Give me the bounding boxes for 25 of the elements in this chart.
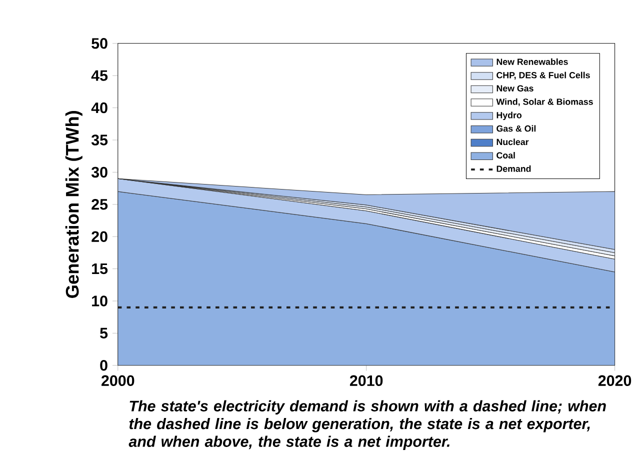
y-tick-label: 0 xyxy=(100,360,108,371)
y-tick-label: 25 xyxy=(92,198,108,210)
y-tick-label: 35 xyxy=(91,134,108,146)
legend-label: Nuclear xyxy=(496,138,529,145)
x-tick-label: 2020 xyxy=(598,375,632,386)
legend-label: Coal xyxy=(496,152,515,158)
legend-label: Wind, Solar & Biomass xyxy=(496,98,593,106)
y-tick-label: 15 xyxy=(92,263,108,274)
y-axis-title: Generation Mix (TWh) xyxy=(65,110,82,298)
y-tick-label: 10 xyxy=(92,296,108,306)
y-tick-label: 45 xyxy=(91,70,108,81)
legend-label: New Gas xyxy=(496,85,534,92)
legend-label: Gas & Oil xyxy=(496,125,536,132)
text: The state's electricity demand is shown with a dashed line; when the dashed line is below generation, the state is a net exporter, and when above, the state is a net importer. xyxy=(128,400,606,450)
legend-label: Hydro xyxy=(496,112,522,120)
legend-label: Demand xyxy=(496,165,531,172)
x-tick-label: 2000 xyxy=(102,375,134,386)
y-tick-label: 5 xyxy=(100,328,108,338)
y-tick-label: 30 xyxy=(91,166,108,178)
y-tick-label: 50 xyxy=(92,38,108,49)
legend-label: CHP, DES & Fuel Cells xyxy=(496,72,590,80)
y-tick-label: 20 xyxy=(92,231,108,242)
x-tick-label: 2010 xyxy=(350,375,383,386)
y-tick-label: 40 xyxy=(91,102,108,114)
legend-label: New Renewables xyxy=(496,58,568,65)
